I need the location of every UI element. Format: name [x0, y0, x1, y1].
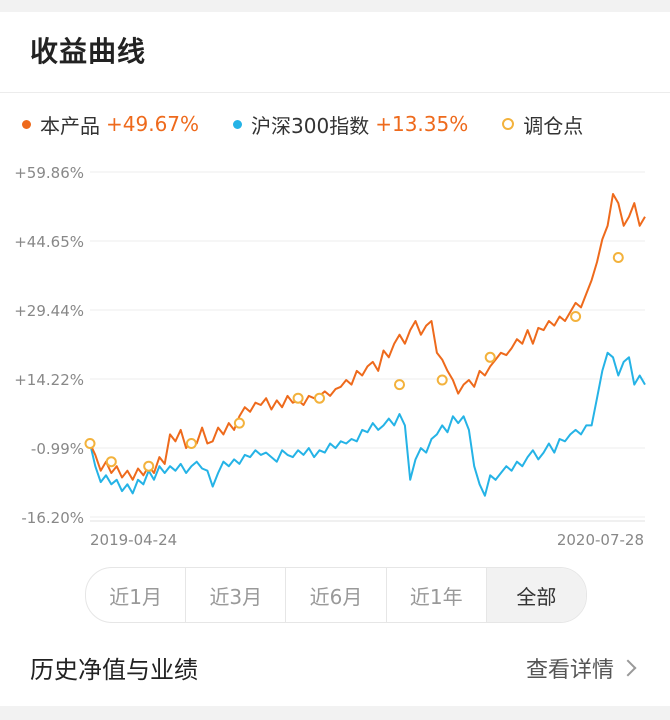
rebalance-point [233, 417, 245, 429]
bottom-separator [0, 706, 670, 720]
product-series-line [89, 193, 646, 481]
y-tick-label: +14.22% [14, 371, 84, 389]
legend-label-rebalance: 调仓点 [523, 113, 584, 138]
rebalance-point [292, 392, 304, 404]
legend-value-product: +49.67% [106, 112, 200, 136]
rebalance-point [185, 438, 197, 449]
tab-6-months[interactable]: 近6月 [286, 568, 387, 622]
y-tick-label: -16.20% [21, 509, 84, 527]
x-tick-label-end: 2020-07-28 [557, 531, 644, 549]
legend-item-index: 沪深300指数 +13.35% [233, 110, 468, 139]
rebalance-point [612, 252, 624, 263]
product-dot-icon [22, 119, 31, 129]
y-tick-label: +59.86% [14, 164, 84, 182]
view-details-link[interactable]: 查看详情 [525, 658, 614, 683]
rebalance-point [484, 351, 496, 363]
rebalance-point [436, 374, 448, 386]
legend-item-product: 本产品 +49.67% [22, 110, 199, 139]
x-tick-label-start: 2019-04-24 [90, 531, 177, 549]
tab-1-year[interactable]: 近1年 [387, 568, 487, 622]
tab-all[interactable]: 全部 [486, 568, 586, 622]
rebalance-ring-icon [502, 118, 515, 130]
rebalance-point [314, 392, 325, 404]
legend-item-rebalance: 调仓点 [502, 110, 583, 139]
y-tick-label: -0.99% [31, 440, 84, 458]
index-series-line [89, 351, 646, 497]
top-separator [0, 0, 670, 12]
title-divider [0, 92, 670, 93]
rebalance-point [143, 460, 155, 472]
history-performance-row[interactable]: 历史净值与业绩 查看详情 [0, 636, 670, 698]
tab-3-months[interactable]: 近3月 [186, 568, 287, 622]
legend-value-index: +13.35% [375, 112, 469, 136]
rebalance-point [105, 456, 117, 468]
section-title: 收益曲线 [30, 35, 147, 68]
rebalance-point [394, 379, 405, 391]
y-tick-label: +29.44% [14, 302, 84, 320]
tab-1-month[interactable]: 近1月 [86, 568, 187, 622]
index-dot-icon [233, 119, 243, 129]
history-title: 历史净值与业绩 [30, 656, 198, 684]
chevron-right-icon [619, 659, 637, 677]
rebalance-point [570, 311, 582, 322]
chart-legend: 本产品 +49.67% 沪深300指数 +13.35% 调仓点 [22, 109, 617, 139]
period-tabs: 近1月 近3月 近6月 近1年 全部 [85, 567, 587, 623]
return-curve-chart[interactable]: +59.86% +44.65% +29.44% +14.22% -0.99% -16.20… [0, 152, 670, 557]
legend-label-index: 沪深300指数 [251, 113, 370, 138]
y-tick-label: +44.65% [14, 233, 84, 251]
legend-label-product: 本产品 [40, 113, 100, 138]
rebalance-point [84, 438, 96, 449]
